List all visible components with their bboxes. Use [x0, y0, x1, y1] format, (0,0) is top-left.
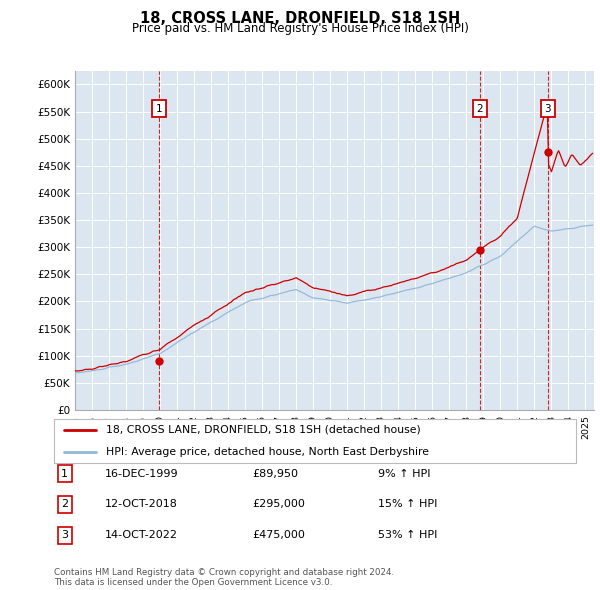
Text: £295,000: £295,000 — [252, 500, 305, 509]
Text: 14-OCT-2022: 14-OCT-2022 — [105, 530, 178, 540]
Text: 53% ↑ HPI: 53% ↑ HPI — [378, 530, 437, 540]
Text: 2: 2 — [476, 104, 483, 114]
Text: 1: 1 — [61, 469, 68, 478]
Text: £475,000: £475,000 — [252, 530, 305, 540]
Text: 9% ↑ HPI: 9% ↑ HPI — [378, 469, 431, 478]
Text: 18, CROSS LANE, DRONFIELD, S18 1SH (detached house): 18, CROSS LANE, DRONFIELD, S18 1SH (deta… — [106, 425, 421, 435]
Text: 15% ↑ HPI: 15% ↑ HPI — [378, 500, 437, 509]
Text: HPI: Average price, detached house, North East Derbyshire: HPI: Average price, detached house, Nort… — [106, 447, 429, 457]
Text: Contains HM Land Registry data © Crown copyright and database right 2024.
This d: Contains HM Land Registry data © Crown c… — [54, 568, 394, 587]
Text: 3: 3 — [545, 104, 551, 114]
Text: 18, CROSS LANE, DRONFIELD, S18 1SH: 18, CROSS LANE, DRONFIELD, S18 1SH — [140, 11, 460, 25]
Text: 3: 3 — [61, 530, 68, 540]
Text: 2: 2 — [61, 500, 68, 509]
Text: 16-DEC-1999: 16-DEC-1999 — [105, 469, 179, 478]
Text: Price paid vs. HM Land Registry's House Price Index (HPI): Price paid vs. HM Land Registry's House … — [131, 22, 469, 35]
Text: 1: 1 — [156, 104, 163, 114]
Text: £89,950: £89,950 — [252, 469, 298, 478]
Text: 12-OCT-2018: 12-OCT-2018 — [105, 500, 178, 509]
